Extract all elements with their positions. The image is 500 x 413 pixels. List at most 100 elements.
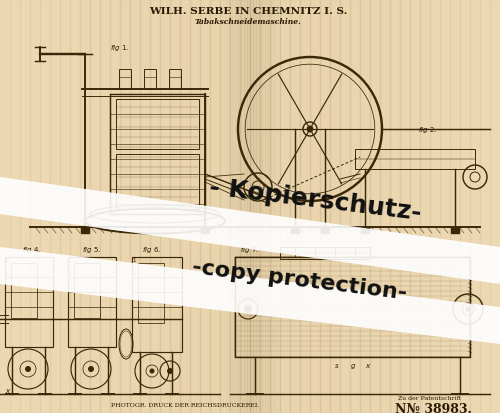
Text: $g$: $g$ bbox=[350, 361, 356, 370]
Bar bbox=[451, 228, 459, 233]
Bar bbox=[10, 0, 20, 413]
Bar bbox=[244, 0, 247, 413]
Bar bbox=[235, 0, 238, 413]
Bar bbox=[410, 0, 420, 413]
Bar bbox=[150, 0, 160, 413]
Bar bbox=[210, 0, 220, 413]
Bar bbox=[340, 0, 350, 413]
Bar bbox=[370, 0, 380, 413]
Bar bbox=[320, 0, 330, 413]
Bar bbox=[250, 0, 253, 413]
Text: $1$: $1$ bbox=[67, 255, 72, 263]
Bar bbox=[260, 0, 270, 413]
Bar bbox=[169, 70, 181, 90]
Text: $\it{fig}$ $\it{1.}$: $\it{fig}$ $\it{1.}$ bbox=[110, 43, 130, 53]
Bar bbox=[5, 257, 53, 347]
Bar bbox=[50, 0, 60, 413]
Bar bbox=[262, 0, 265, 413]
Text: - Kopierschutz-: - Kopierschutz- bbox=[208, 175, 422, 224]
Bar bbox=[470, 0, 480, 413]
Bar bbox=[100, 0, 110, 413]
Bar bbox=[138, 263, 164, 323]
Bar bbox=[170, 0, 180, 413]
Bar bbox=[400, 0, 410, 413]
Bar bbox=[280, 247, 370, 259]
Bar bbox=[310, 0, 320, 413]
Bar bbox=[223, 0, 226, 413]
Bar bbox=[119, 70, 131, 90]
Bar bbox=[110, 0, 120, 413]
Circle shape bbox=[25, 366, 31, 372]
Bar bbox=[120, 0, 130, 413]
Bar bbox=[68, 257, 116, 347]
Bar bbox=[220, 0, 223, 413]
Bar bbox=[350, 0, 360, 413]
Bar bbox=[253, 0, 256, 413]
Text: -copy protection-: -copy protection- bbox=[192, 256, 408, 302]
Text: $x$: $x$ bbox=[5, 386, 12, 394]
Circle shape bbox=[167, 368, 173, 374]
Bar bbox=[240, 0, 250, 413]
Polygon shape bbox=[0, 178, 500, 284]
Text: $\it{fig}$ $\it{4.}$: $\it{fig}$ $\it{4.}$ bbox=[22, 244, 41, 254]
Bar bbox=[420, 0, 430, 413]
Bar bbox=[268, 0, 271, 413]
Bar bbox=[226, 0, 229, 413]
Polygon shape bbox=[0, 247, 500, 344]
Circle shape bbox=[307, 127, 313, 133]
Bar bbox=[390, 0, 400, 413]
Bar bbox=[132, 257, 182, 352]
Bar bbox=[110, 95, 205, 214]
Bar bbox=[321, 228, 329, 233]
Text: Tabakschneidemaschine.: Tabakschneidemaschine. bbox=[194, 18, 302, 26]
Text: $\it{fig}$ $\it{7.}$: $\it{fig}$ $\it{7.}$ bbox=[240, 244, 259, 254]
Bar bbox=[81, 228, 89, 233]
Bar bbox=[250, 0, 260, 413]
Circle shape bbox=[244, 305, 252, 313]
Text: WILH. SERBE IN CHEMNITZ I. S.: WILH. SERBE IN CHEMNITZ I. S. bbox=[149, 7, 347, 17]
Bar bbox=[330, 0, 340, 413]
Bar bbox=[274, 0, 277, 413]
Bar bbox=[116, 154, 199, 209]
Circle shape bbox=[88, 366, 94, 372]
Bar bbox=[450, 0, 460, 413]
Bar bbox=[229, 0, 232, 413]
Bar bbox=[116, 100, 199, 150]
Text: $2$: $2$ bbox=[67, 268, 72, 276]
Bar bbox=[30, 0, 40, 413]
Bar bbox=[74, 263, 100, 318]
Bar bbox=[160, 0, 170, 413]
Bar bbox=[460, 0, 470, 413]
Bar bbox=[0, 0, 10, 413]
Text: $\it{fig}$ $\it{6.}$: $\it{fig}$ $\it{6.}$ bbox=[142, 244, 161, 254]
Bar bbox=[300, 0, 310, 413]
Bar bbox=[360, 0, 370, 413]
Bar bbox=[180, 0, 190, 413]
Bar bbox=[80, 0, 90, 413]
Text: N№ 38983.: N№ 38983. bbox=[394, 403, 471, 413]
Text: Zu der Patentschrift: Zu der Patentschrift bbox=[398, 396, 462, 401]
Text: $s$: $s$ bbox=[334, 361, 340, 369]
Bar bbox=[430, 0, 440, 413]
Bar bbox=[355, 150, 475, 170]
Bar bbox=[238, 0, 241, 413]
Bar bbox=[60, 0, 70, 413]
Bar bbox=[256, 0, 259, 413]
Bar bbox=[11, 263, 37, 318]
Bar bbox=[361, 228, 369, 233]
Bar bbox=[290, 0, 300, 413]
Bar bbox=[40, 0, 50, 413]
Bar bbox=[190, 0, 200, 413]
Bar bbox=[247, 0, 250, 413]
Text: PHOTOGR. DRUCK DER REICHSDRUCKEREI.: PHOTOGR. DRUCK DER REICHSDRUCKEREI. bbox=[111, 403, 259, 408]
Bar bbox=[70, 0, 80, 413]
Text: $2$: $2$ bbox=[4, 268, 9, 276]
Bar bbox=[235, 257, 470, 357]
Text: $1$: $1$ bbox=[132, 255, 137, 263]
Text: $2$: $2$ bbox=[132, 268, 137, 276]
Bar bbox=[259, 0, 262, 413]
Circle shape bbox=[150, 369, 154, 374]
Bar bbox=[220, 0, 230, 413]
Bar bbox=[235, 257, 470, 357]
Text: $\it{fig}$ $\it{2.}$: $\it{fig}$ $\it{2.}$ bbox=[418, 125, 437, 135]
